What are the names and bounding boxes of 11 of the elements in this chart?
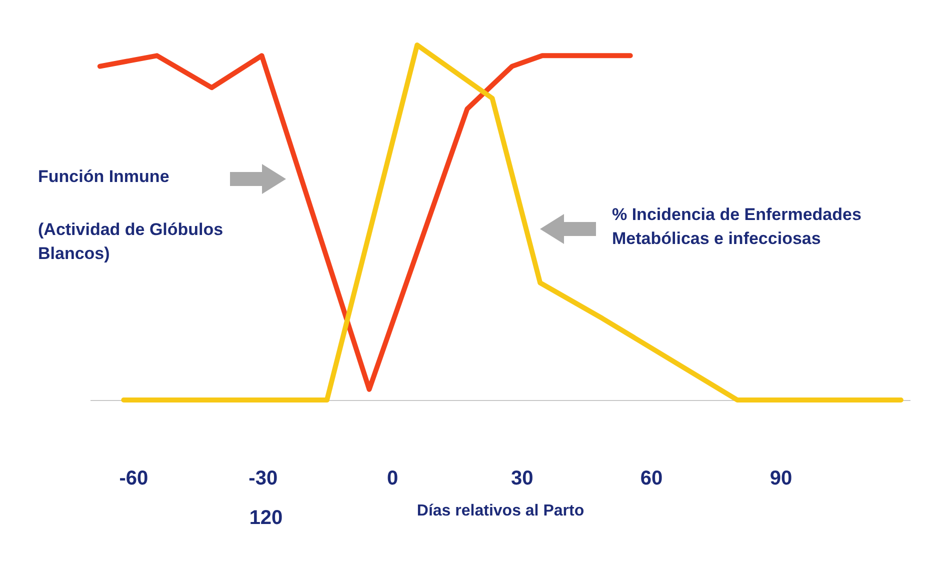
x-tick-label: 90 — [770, 468, 792, 490]
x-tick-label: 30 — [510, 468, 534, 490]
text: 120 — [248, 506, 284, 530]
x-tick-label: -60 — [119, 468, 148, 490]
x-axis-title: Días relativos al Parto — [416, 502, 584, 520]
x-tick-label: 60 — [640, 468, 663, 490]
x-tick-label: 0 — [387, 468, 398, 490]
annotation: % Incidencia de Enfermedades Metabólicas e infecciosas — [612, 204, 862, 250]
x-tick-label: -30 — [248, 468, 278, 490]
annotation: (Actividad de Glóbulos Blancos) — [38, 219, 224, 265]
annotation: Función Inmune — [38, 166, 170, 188]
